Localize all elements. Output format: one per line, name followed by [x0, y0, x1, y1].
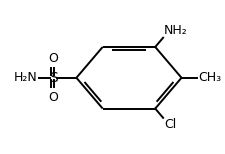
Text: O: O: [49, 52, 58, 65]
Text: NH₂: NH₂: [163, 24, 187, 37]
Text: H₂N: H₂N: [13, 71, 37, 84]
Text: S: S: [49, 71, 58, 85]
Text: Cl: Cl: [163, 118, 176, 131]
Text: O: O: [49, 91, 58, 104]
Text: CH₃: CH₃: [197, 71, 220, 84]
